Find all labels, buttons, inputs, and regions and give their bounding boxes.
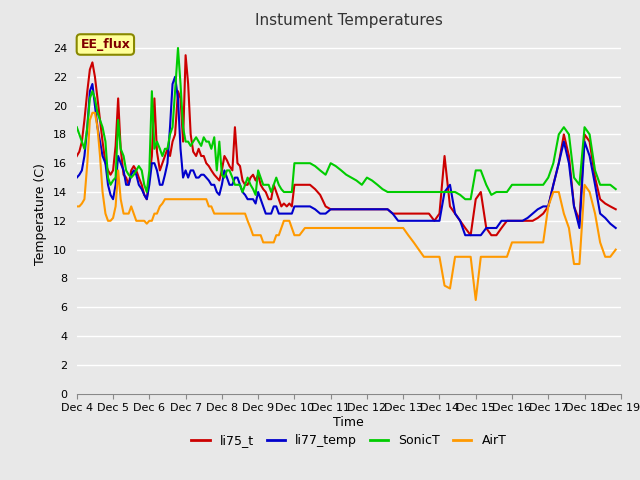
SonicT: [73, 124, 81, 130]
AirT: [197, 196, 205, 202]
Line: AirT: AirT: [77, 113, 616, 300]
li77_temp: [73, 175, 81, 180]
li75_t: [456, 218, 464, 224]
AirT: [88, 110, 96, 116]
Text: EE_flux: EE_flux: [81, 38, 131, 51]
li77_temp: [612, 225, 620, 231]
li75_t: [446, 204, 454, 209]
AirT: [446, 286, 454, 291]
li75_t: [384, 206, 392, 212]
li77_temp: [461, 232, 469, 238]
SonicT: [446, 189, 454, 195]
Y-axis label: Temperature (C): Temperature (C): [35, 163, 47, 264]
AirT: [456, 254, 464, 260]
Line: li77_temp: li77_temp: [77, 77, 616, 235]
li75_t: [283, 204, 291, 209]
AirT: [384, 225, 392, 231]
Legend: li75_t, li77_temp, SonicT, AirT: li75_t, li77_temp, SonicT, AirT: [186, 429, 511, 452]
li75_t: [182, 52, 189, 58]
SonicT: [612, 186, 620, 192]
li77_temp: [197, 172, 205, 178]
li77_temp: [446, 182, 454, 188]
SonicT: [384, 189, 392, 195]
SonicT: [197, 143, 205, 149]
Title: Instument Temperatures: Instument Temperatures: [255, 13, 443, 28]
AirT: [73, 204, 81, 209]
li77_temp: [177, 146, 184, 152]
SonicT: [283, 189, 291, 195]
Line: li75_t: li75_t: [77, 55, 616, 235]
SonicT: [456, 192, 464, 198]
li77_temp: [384, 206, 392, 212]
li75_t: [73, 153, 81, 159]
SonicT: [461, 196, 469, 202]
AirT: [283, 218, 291, 224]
AirT: [612, 247, 620, 252]
SonicT: [174, 45, 182, 51]
X-axis label: Time: Time: [333, 416, 364, 429]
li75_t: [467, 232, 474, 238]
li75_t: [174, 88, 182, 94]
li75_t: [612, 206, 620, 212]
li75_t: [197, 153, 205, 159]
li77_temp: [456, 218, 464, 224]
SonicT: [177, 81, 184, 87]
Line: SonicT: SonicT: [77, 48, 616, 199]
li77_temp: [283, 211, 291, 216]
li77_temp: [172, 74, 179, 80]
AirT: [472, 297, 479, 303]
AirT: [177, 196, 184, 202]
